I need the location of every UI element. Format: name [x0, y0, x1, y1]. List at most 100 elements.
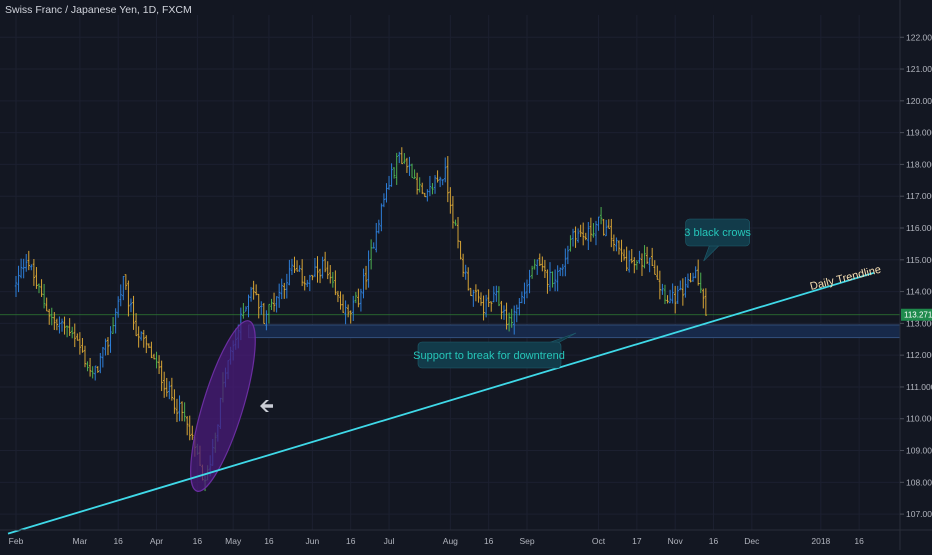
price-bar [663, 284, 667, 305]
price-bar [111, 317, 115, 334]
price-bar [81, 338, 84, 353]
price-bar [185, 416, 189, 436]
grid [0, 15, 900, 530]
price-bar [599, 207, 603, 225]
x-tick-label: 2018 [811, 536, 830, 546]
price-bar [518, 298, 521, 316]
price-bar [490, 301, 493, 312]
price-bar [188, 415, 191, 441]
price-bar [423, 192, 426, 198]
x-tick-label: Feb [9, 536, 24, 546]
price-bar [265, 310, 268, 331]
price-bar [426, 189, 429, 202]
price-bar [625, 246, 628, 272]
price-bar [94, 365, 97, 381]
price-bar [497, 286, 501, 307]
price-bar [96, 366, 99, 373]
price-bar [421, 182, 424, 195]
price-bar [283, 282, 286, 299]
price-bar [515, 304, 518, 323]
price-bar [76, 333, 79, 341]
y-tick-label: 119.000 [906, 128, 932, 138]
price-bar [392, 167, 396, 179]
price-bar [648, 257, 651, 273]
price-bar [525, 279, 529, 299]
price-bar [173, 389, 176, 414]
x-tick-label: 16 [264, 536, 274, 546]
price-bar [165, 377, 168, 397]
x-tick-label: 16 [854, 536, 864, 546]
price-bar [313, 257, 317, 278]
price-bar [617, 240, 621, 255]
price-bar [288, 259, 291, 286]
price-bar [415, 172, 419, 195]
price-bar [316, 256, 319, 283]
price-bar [408, 156, 411, 176]
price-bar [612, 234, 616, 252]
price-bar [456, 216, 460, 249]
callout-label: 3 black crows [684, 227, 751, 239]
price-bar [528, 269, 531, 294]
price-bar [180, 401, 184, 422]
price-bar [25, 254, 28, 272]
price-bar [686, 273, 690, 289]
price-bar [487, 289, 490, 308]
price-bar [308, 274, 312, 292]
price-bar [262, 302, 266, 325]
price-bar [124, 274, 128, 290]
price-bar [484, 294, 488, 318]
price-bar [446, 156, 449, 203]
price-bar [594, 220, 598, 246]
price-bar [628, 250, 631, 273]
price-bar [318, 268, 322, 284]
price-bar [571, 228, 575, 247]
price-bar [354, 291, 358, 304]
price-bar [428, 175, 432, 197]
price-bar [117, 296, 120, 318]
price-bar [109, 326, 112, 353]
price-bar [679, 280, 682, 291]
price-bar [162, 371, 166, 398]
price-bar [50, 307, 53, 326]
x-tick-label: Jun [306, 536, 320, 546]
price-bar [382, 193, 386, 208]
price-bar [479, 292, 483, 306]
price-bar [27, 250, 30, 271]
price-bar [548, 262, 552, 292]
price-bar [321, 256, 324, 279]
price-bar [635, 260, 639, 270]
price-bar [650, 247, 654, 266]
price-bar [441, 179, 444, 186]
price-bar [668, 289, 672, 304]
price-bar [523, 282, 526, 305]
price-bar [295, 260, 299, 272]
price-bar [372, 242, 375, 249]
price-bar [403, 153, 406, 164]
price-bar [543, 259, 547, 279]
price-bar [584, 232, 587, 241]
price-bar [684, 276, 687, 298]
price-bar [83, 345, 87, 368]
price-bar [247, 294, 250, 318]
price-bar [311, 274, 314, 281]
x-tick-label: Nov [668, 536, 684, 546]
y-tick-label: 115.000 [906, 255, 932, 265]
price-bar [587, 222, 590, 251]
price-bar [78, 332, 82, 355]
price-bar [37, 283, 41, 294]
price-bar [134, 313, 138, 337]
price-bar [630, 249, 633, 264]
price-bar [689, 272, 692, 283]
callout-pointer [703, 244, 721, 262]
price-bar [661, 283, 664, 295]
price-bar [30, 264, 33, 271]
price-bar [505, 302, 508, 330]
price-bar [101, 346, 105, 368]
price-bar [561, 264, 564, 277]
price-bar [444, 157, 447, 183]
price-bar [45, 297, 48, 312]
price-bar [380, 203, 383, 232]
